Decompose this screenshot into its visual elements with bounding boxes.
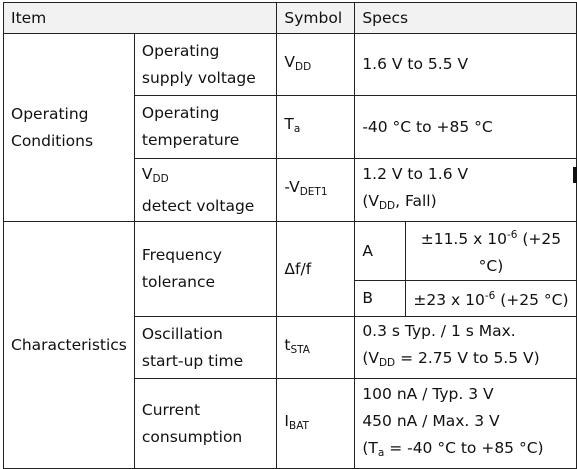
grade-spec-post: (+25 °C) (478, 230, 562, 275)
grade-spec-cell: ±11.5 x 10-6 (+25 °C) (404, 221, 577, 281)
symbol-cell: Ta (276, 95, 356, 159)
symbol-cell: tSTA (276, 316, 356, 379)
spec-cell: 1.2 V to 1.6 V (VDD, Fall) (354, 158, 577, 222)
item-line2: detect voltage (141, 196, 255, 215)
spec-value: 1.6 V to 5.5 V (362, 55, 469, 73)
item-line2: tolerance (141, 273, 216, 291)
spec-line3-post: = -40 °C to +85 °C) (384, 438, 544, 457)
symbol-cell: VDD (276, 33, 356, 96)
table-row: Oscillation start-up time tSTA 0.3 s Typ… (4, 316, 577, 379)
symbol-cell: Δf/f (276, 221, 356, 317)
header-specs: Specs (354, 2, 577, 34)
item-line1: Current (141, 400, 201, 419)
item-line1: Oscillation (141, 324, 223, 343)
item-line2: start-up time (141, 351, 244, 370)
item-cell: Operating supply voltage (133, 33, 278, 96)
spec-line2-pre: (V (362, 191, 379, 210)
spec-line2-post: = 2.75 V to 5.5 V) (395, 349, 540, 367)
spec-cell: 100 nA / Typ. 3 V 450 nA / Max. 3 V (Ta … (354, 378, 577, 469)
symbol-subscript: DD (295, 60, 312, 73)
symbol-main: -V (284, 178, 300, 196)
spec-value: -40 °C to +85 °C (362, 117, 493, 136)
group-label-line2: Conditions (11, 131, 94, 150)
spec-line2-subscript: DD (378, 357, 396, 369)
edge-mark (573, 167, 577, 183)
symbol-main: t (284, 335, 291, 354)
table-row: B ±23 x 10-6 (+25 °C) (4, 280, 577, 317)
item-line1: Operating (141, 104, 220, 122)
item-cell: Operating temperature (133, 95, 278, 159)
symbol-main: I (284, 411, 289, 430)
table-row: Characteristics Frequency tolerance Δf/f… (3, 221, 577, 469)
item-line2: consumption (141, 427, 243, 446)
spec-line2-subscript: DD (378, 199, 396, 212)
item-cell: VDD detect voltage (133, 158, 278, 222)
grade-cell: A (354, 221, 406, 281)
symbol-subscript: STA (290, 343, 310, 356)
spec-cell: 0.3 s Typ. / 1 s Max. (VDD = 2.75 V to 5… (354, 316, 577, 379)
group-operating-conditions: Operating Conditions (3, 33, 135, 222)
item-line1-subscript: DD (152, 172, 169, 185)
spec-cell: 1.6 V to 5.5 V (354, 33, 577, 96)
symbol-cell: -VDET1 (276, 158, 356, 222)
grade-spec-cell: ±23 x 10-6 (+25 °C) (404, 280, 577, 317)
table-row: Operating temperature Ta -40 °C to +85 °… (4, 95, 577, 159)
item-line1: Operating (141, 41, 220, 60)
symbol-subscript: DET1 (299, 186, 328, 198)
spec-line1: 1.2 V to 1.6 V (362, 164, 469, 183)
symbol-main: V (284, 52, 296, 71)
grade-cell: B (354, 280, 406, 317)
item-cell: Oscillation start-up time (133, 316, 278, 379)
spec-line1: 100 nA / Typ. 3 V (362, 384, 494, 403)
spec-line1: 0.3 s Typ. / 1 s Max. (362, 322, 516, 340)
grade-spec-exponent: -6 (484, 290, 496, 302)
grade-spec-post: (+25 °C) (495, 291, 569, 309)
grade-spec-exponent: -6 (506, 229, 518, 241)
grade-spec-pre: ±11.5 x 10 (420, 230, 507, 248)
header-symbol: Symbol (276, 2, 356, 34)
header-row: Item Symbol Specs (2, 2, 577, 34)
symbol-cell: IBAT (276, 378, 356, 469)
item-line1: Frequency (141, 246, 222, 264)
group-characteristics: Characteristics (3, 221, 135, 469)
symbol-subscript: BAT (288, 419, 309, 432)
spec-line2: 450 nA / Max. 3 V (362, 411, 500, 430)
item-line2: supply voltage (141, 68, 256, 87)
item-line2: temperature (141, 131, 240, 149)
table-row: VDD detect voltage -VDET1 1.2 V to 1.6 V… (4, 158, 577, 222)
symbol-subscript: a (293, 123, 301, 135)
item-line1-main: V (141, 164, 153, 183)
item-cell: Frequency tolerance (133, 221, 278, 317)
symbol-main: T (284, 115, 294, 133)
header-item: Item (2, 2, 278, 34)
item-cell: Current consumption (133, 378, 278, 469)
spec-cell: -40 °C to +85 °C (354, 95, 577, 159)
spec-line3-pre: (T (362, 438, 378, 457)
grade-spec-pre: ±23 x 10 (413, 291, 485, 309)
table-row: Operating Conditions Operating supply vo… (3, 33, 577, 222)
spec-line2-pre: (V (362, 349, 379, 367)
spec-line2-post: , Fall) (395, 191, 437, 210)
group-label-line1: Operating (11, 104, 89, 123)
